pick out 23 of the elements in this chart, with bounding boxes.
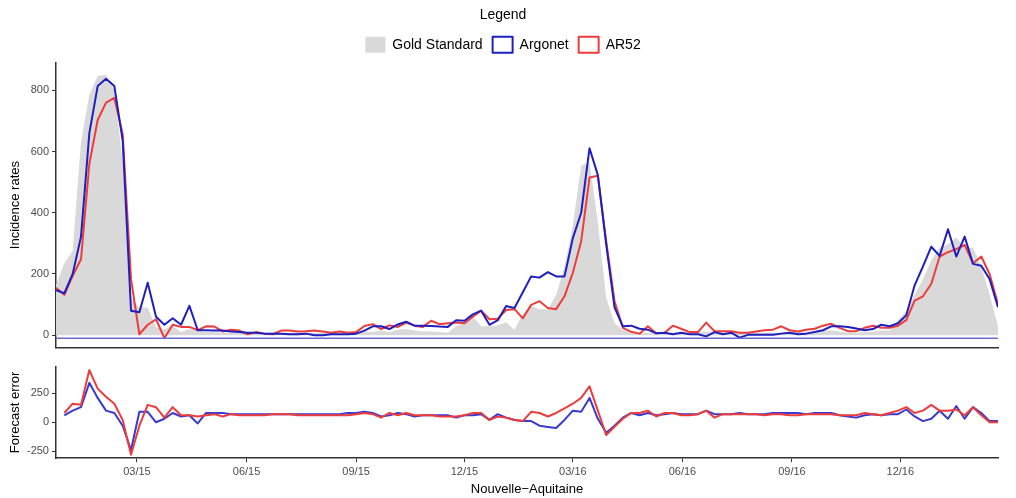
y-tick-label: 200 — [30, 266, 49, 279]
legend-label: Gold Standard — [392, 35, 483, 52]
y-axis-title: Forecast error — [7, 370, 23, 454]
x-tick-label: 03/16 — [559, 464, 587, 477]
y-tick-label: -250 — [26, 444, 49, 457]
y-axis-title: Incidence rates — [7, 160, 23, 250]
x-tick-label: 12/16 — [886, 464, 915, 477]
x-tick-label: 06/16 — [668, 464, 697, 477]
legend-label: Argonet — [519, 35, 569, 52]
x-tick-label: 12/15 — [450, 464, 479, 477]
x-tick-label: 09/15 — [342, 464, 370, 477]
x-tick-label: 09/16 — [778, 464, 806, 477]
x-axis-title: Nouvelle−Aquitaine — [470, 480, 584, 496]
x-tick-label: 03/15 — [123, 464, 151, 477]
legend-title: Legend — [479, 5, 527, 22]
x-tick-label: 06/15 — [232, 464, 261, 477]
y-tick-label: 400 — [30, 205, 49, 218]
y-tick-label: 600 — [30, 144, 49, 157]
y-tick-label: 800 — [30, 83, 49, 96]
legend-label: AR52 — [605, 35, 641, 52]
y-tick-label: 0 — [42, 415, 49, 428]
y-tick-label: 0 — [42, 328, 49, 341]
y-tick-label: 250 — [30, 386, 49, 399]
